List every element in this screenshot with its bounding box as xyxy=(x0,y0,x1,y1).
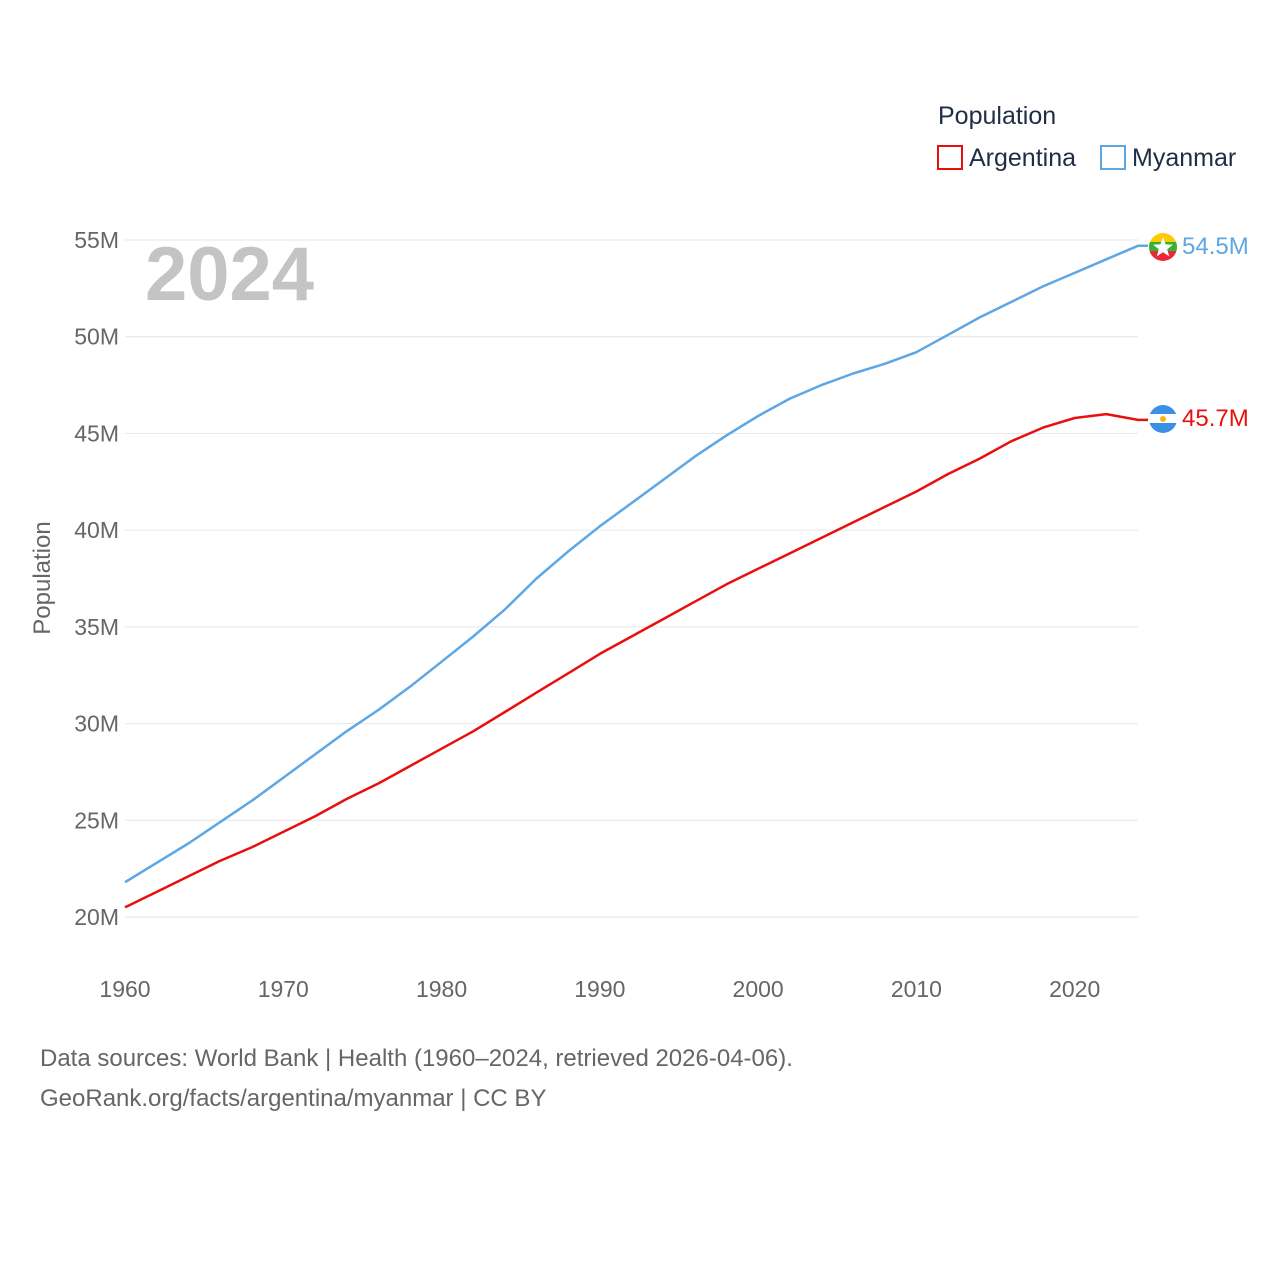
y-tick-label: 50M xyxy=(74,324,119,350)
x-tick-label: 1980 xyxy=(416,976,467,1002)
legend-swatch-argentina[interactable] xyxy=(937,145,963,170)
y-tick-label: 30M xyxy=(74,711,119,737)
series-line-argentina[interactable] xyxy=(124,412,1148,909)
y-axis-label: Population xyxy=(29,521,56,634)
footer-link[interactable]: GeoRank.org/facts/argentina/myanmar | CC… xyxy=(40,1085,547,1112)
legend-label-argentina[interactable]: Argentina xyxy=(969,144,1076,172)
footer-sources: Data sources: World Bank | Health (1960–… xyxy=(40,1045,793,1072)
x-tick-label: 1960 xyxy=(99,976,150,1002)
myanmar-flag-icon xyxy=(1149,233,1177,261)
year-label: 2024 xyxy=(145,232,314,317)
y-tick-label: 45M xyxy=(74,420,119,446)
y-tick-label: 55M xyxy=(74,227,119,253)
series-line-myanmar[interactable] xyxy=(124,244,1148,884)
gridlines xyxy=(125,239,1138,918)
legend-title: Population xyxy=(938,102,1056,130)
argentina-flag-icon xyxy=(1149,405,1177,433)
legend-label-myanmar[interactable]: Myanmar xyxy=(1132,144,1236,172)
x-tick-label: 2020 xyxy=(1049,976,1100,1002)
series-lines xyxy=(124,244,1148,909)
legend-swatch-myanmar[interactable] xyxy=(1100,145,1126,170)
x-tick-label: 1990 xyxy=(574,976,625,1002)
x-tick-label: 2010 xyxy=(891,976,942,1002)
y-axis-ticks: 20M 25M 30M 35M 40M 45M 50M 55M xyxy=(74,227,119,930)
x-tick-label: 2000 xyxy=(733,976,784,1002)
y-tick-label: 35M xyxy=(74,614,119,640)
y-tick-label: 25M xyxy=(74,807,119,833)
y-tick-label: 20M xyxy=(74,904,119,930)
population-line-chart: 20M 25M 30M 35M 40M 45M 50M 55M 1960 1970 1980 199… xyxy=(29,102,1249,1002)
legend: Population Argentina Myanmar xyxy=(937,102,1236,172)
y-tick-label: 40M xyxy=(74,517,119,543)
x-tick-label: 1970 xyxy=(258,976,309,1002)
x-axis-ticks: 1960 1970 1980 1990 2000 2010 2020 xyxy=(99,976,1100,1002)
end-label-myanmar: 54.5M xyxy=(1182,233,1249,260)
end-label-argentina: 45.7M xyxy=(1182,405,1249,432)
